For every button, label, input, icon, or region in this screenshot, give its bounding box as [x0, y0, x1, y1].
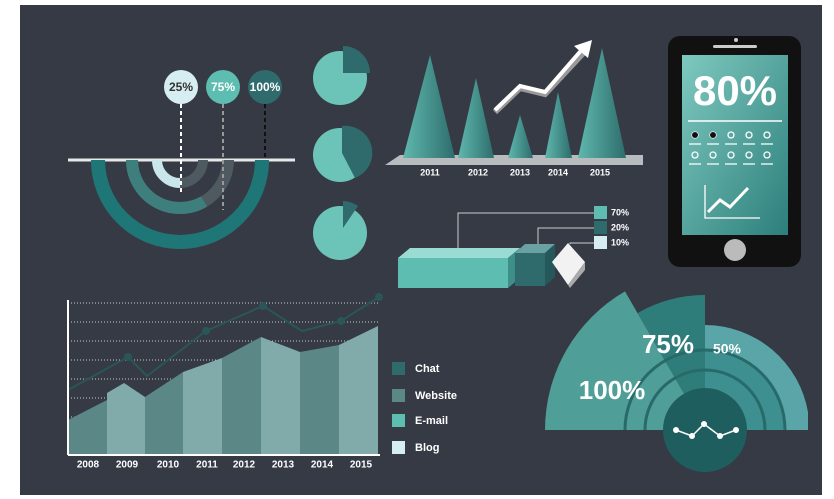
arc-label: 25%: [169, 80, 193, 94]
year-label: 2009: [116, 460, 139, 471]
phone-percent: 80%: [693, 67, 777, 114]
phone: [668, 36, 801, 267]
arc-label: 75%: [211, 80, 235, 94]
prism-bars: [398, 206, 607, 288]
year-label: 2013: [272, 460, 295, 471]
year-label: 2015: [590, 167, 610, 177]
bar-label: 10%: [611, 237, 629, 247]
legend-label: Chat: [415, 363, 440, 375]
legend-label: Blog: [415, 442, 439, 454]
fan-chart: [545, 291, 808, 472]
year-label: 2011: [196, 460, 218, 471]
arc-gauge: [68, 70, 295, 249]
year-label: 2012: [233, 460, 256, 471]
fan-label: 100%: [579, 375, 646, 405]
arc-label: 100%: [250, 80, 281, 94]
year-label: 2013: [510, 167, 530, 177]
year-label: 2012: [468, 167, 488, 177]
year-label: 2010: [157, 460, 180, 471]
pies: [313, 46, 373, 260]
bar-label: 70%: [611, 207, 629, 217]
area-chart: [67, 293, 405, 456]
peak-chart: [385, 40, 643, 165]
year-label: 2014: [311, 460, 334, 471]
bar-label: 20%: [611, 222, 629, 232]
legend-label: E-mail: [415, 415, 448, 427]
fan-label: 75%: [642, 329, 694, 359]
year-label: 2014: [548, 167, 568, 177]
fan-label: 50%: [713, 341, 742, 357]
year-label: 2011: [420, 167, 440, 177]
legend-label: Website: [415, 390, 457, 402]
year-label: 2008: [77, 460, 100, 471]
year-label: 2015: [350, 460, 373, 471]
